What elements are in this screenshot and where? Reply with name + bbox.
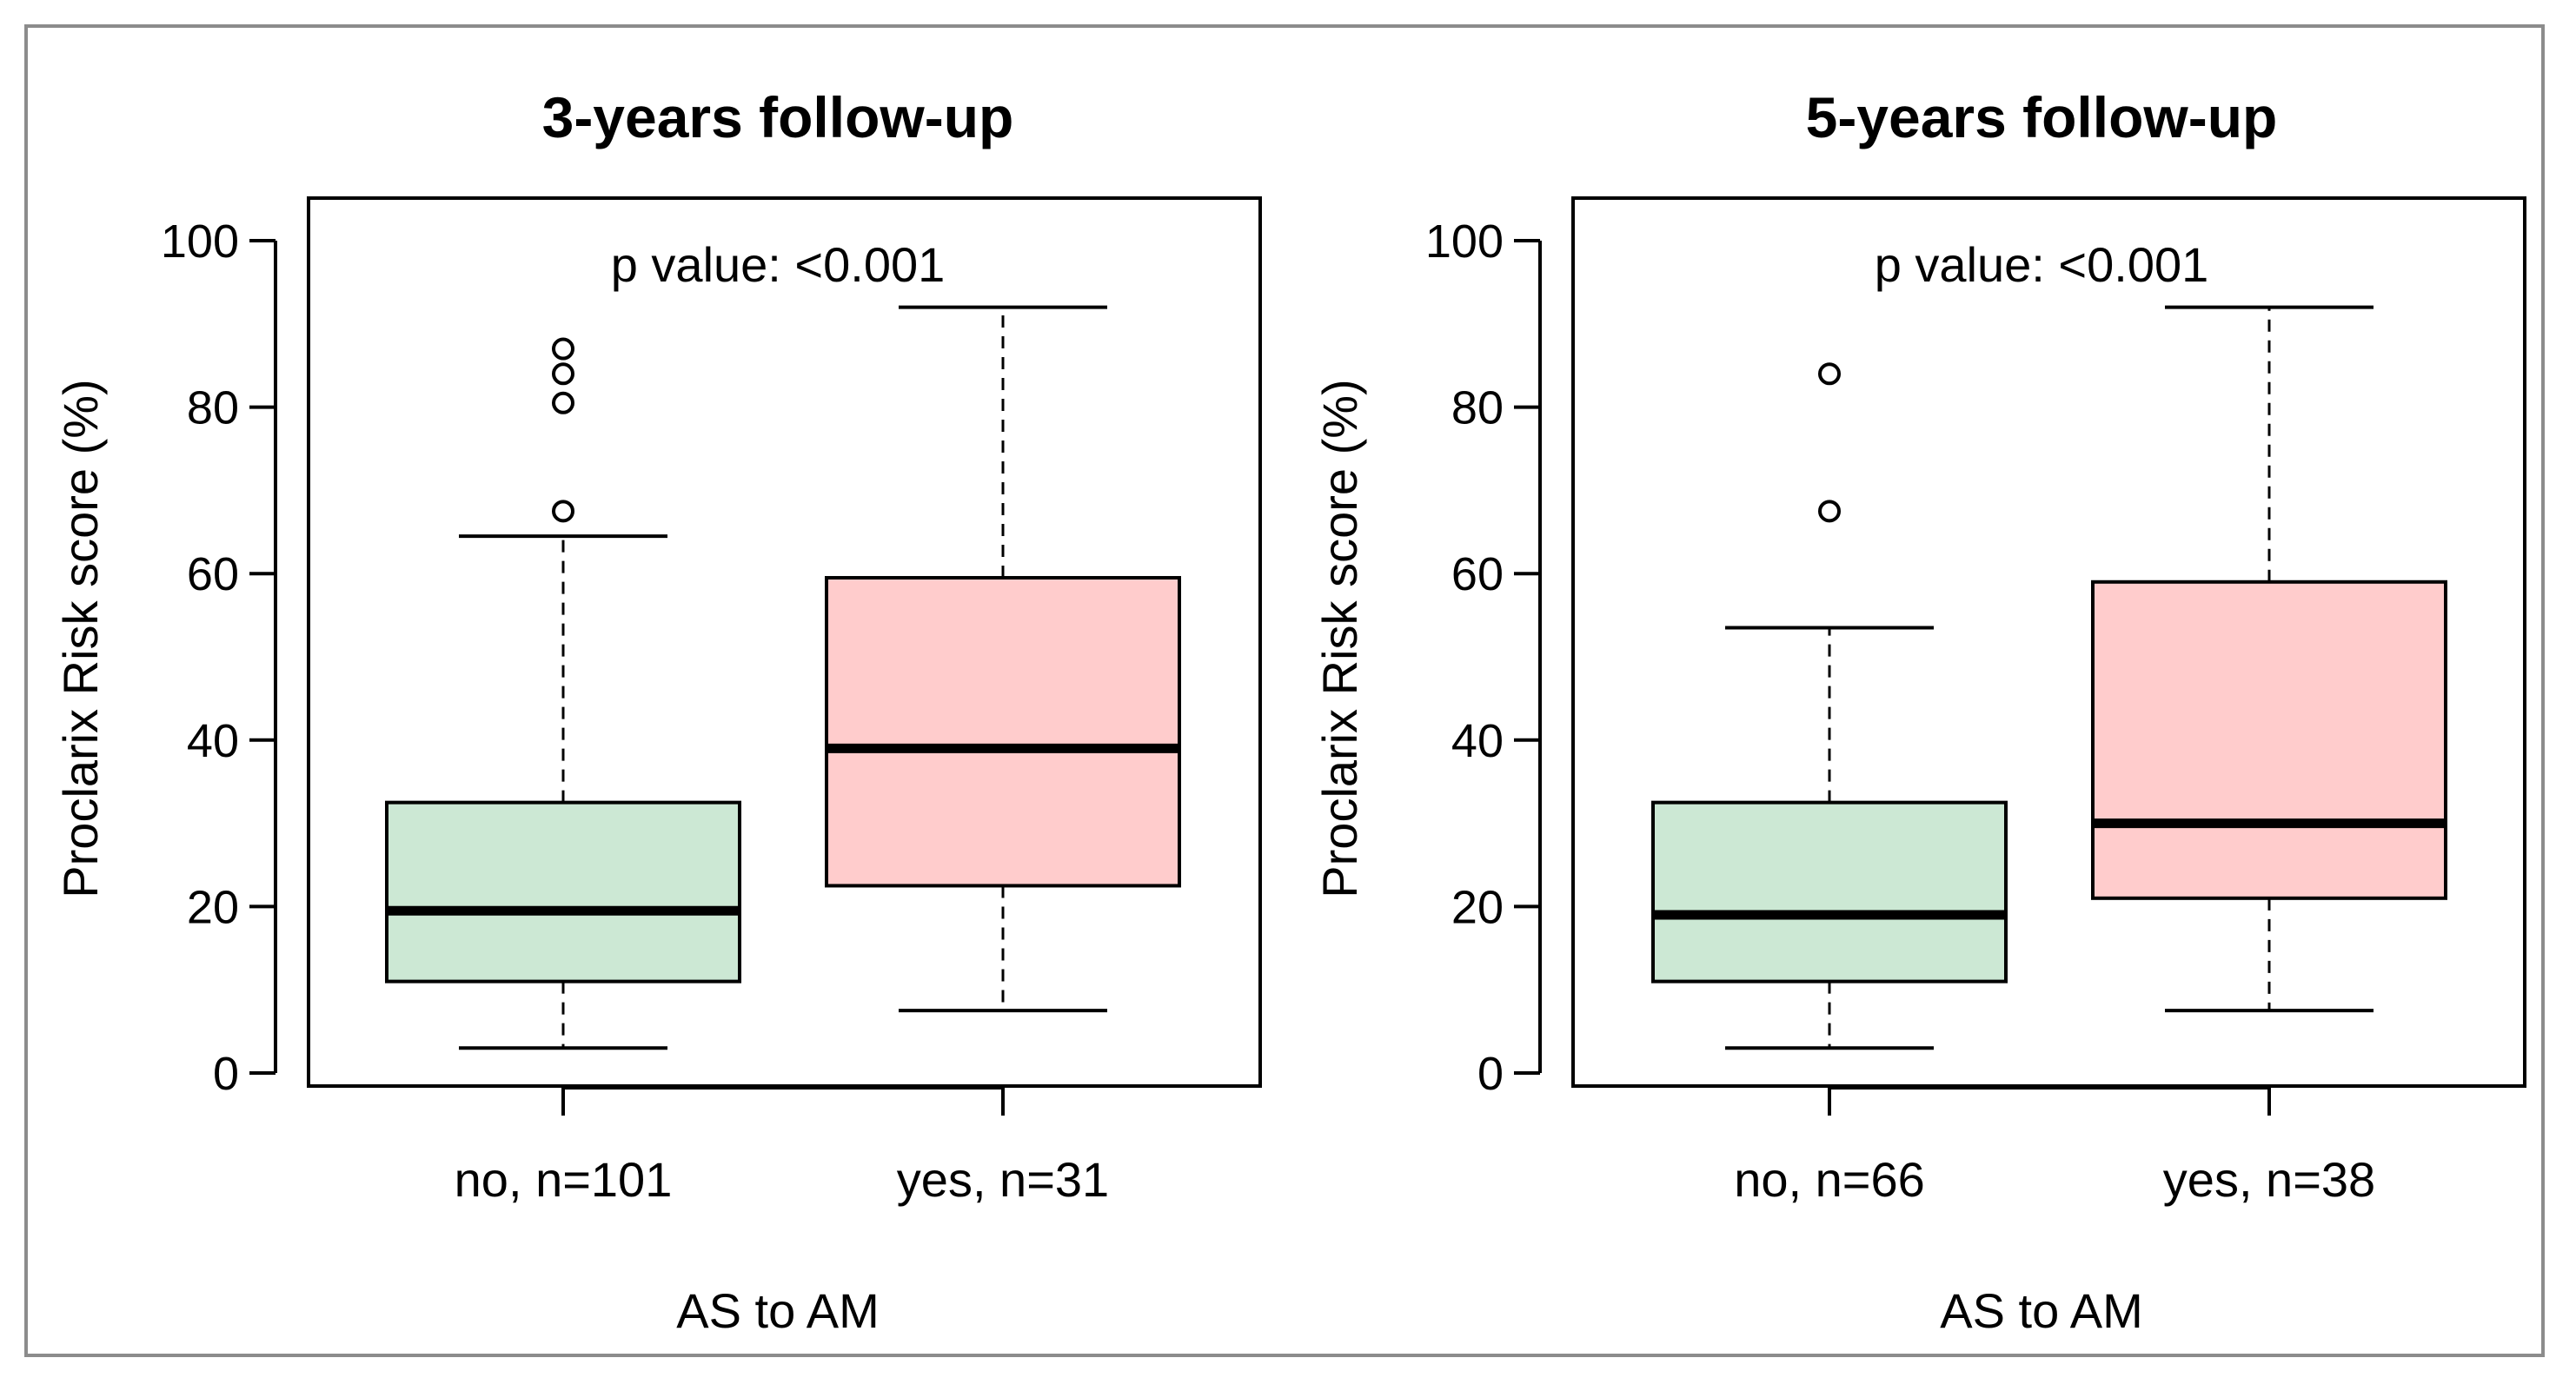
x-tick-label: yes, n=31 (897, 1152, 1109, 1207)
outlier-point (552, 391, 574, 414)
outlier-point (552, 500, 574, 523)
box-1 (825, 305, 1181, 1013)
p-value-annotation: p value: <0.001 (611, 237, 946, 292)
y-tick-label: 40 (187, 715, 239, 767)
chart-title: 3-years follow-up (542, 85, 1014, 149)
y-axis-title: Proclarix Risk score (%) (53, 379, 108, 898)
box-0 (1651, 362, 2008, 1050)
outlier-point (552, 362, 574, 386)
iqr-box (825, 575, 1181, 888)
chart-title: 5-years follow-up (1806, 85, 2278, 149)
iqr-box (1651, 800, 2008, 984)
x-axis-title: AS to AM (676, 1283, 879, 1338)
panel-3-years: 3-years follow-up Proclarix Risk score (… (53, 85, 1262, 1338)
iqr-box (2091, 580, 2447, 900)
outlier-point (552, 337, 574, 361)
x-tick-label: yes, n=38 (2163, 1152, 2375, 1207)
outlier-point (1818, 362, 1841, 386)
y-axis-title: Proclarix Risk score (%) (1312, 379, 1367, 898)
y-tick-label: 80 (1451, 382, 1504, 434)
y-tick-label: 20 (187, 881, 239, 933)
p-value-annotation: p value: <0.001 (1875, 237, 2209, 292)
x-tick-label: no, n=101 (455, 1152, 673, 1207)
box-0 (385, 337, 741, 1050)
y-tick-label: 60 (1451, 548, 1504, 600)
y-tick-label: 80 (187, 382, 239, 434)
y-tick-label: 100 (1425, 215, 1504, 268)
iqr-box (385, 800, 741, 984)
box-1 (2091, 305, 2447, 1013)
y-tick-label: 60 (187, 548, 239, 600)
y-tick-label: 100 (161, 215, 239, 268)
x-axis-title: AS to AM (1940, 1283, 2142, 1338)
panel-5-years: 5-years follow-up Proclarix Risk score (… (1312, 85, 2526, 1338)
y-tick-label: 0 (1477, 1048, 1504, 1100)
outlier-point (1818, 500, 1841, 523)
y-tick-label: 40 (1451, 715, 1504, 767)
y-tick-label: 20 (1451, 881, 1504, 933)
x-tick-label: no, n=66 (1734, 1152, 1925, 1207)
y-tick-label: 0 (213, 1048, 239, 1100)
